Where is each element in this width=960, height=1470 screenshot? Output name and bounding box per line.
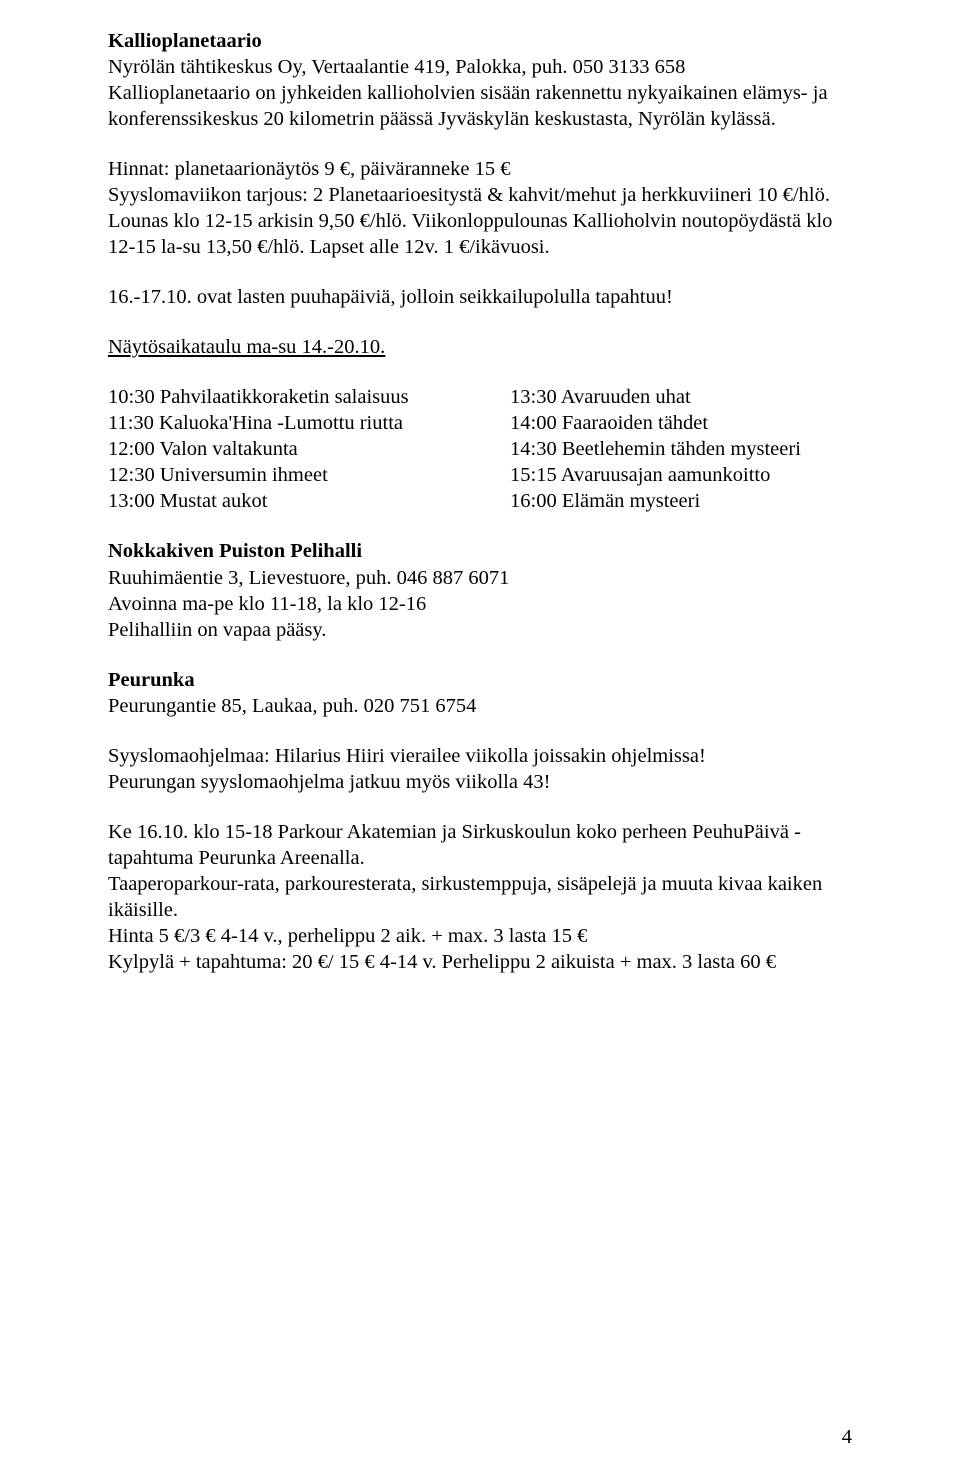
section-line: Ruuhimäentie 3, Lievestuore, puh. 046 88… bbox=[108, 567, 509, 589]
section-description: Kallioplanetaario on jyhkeiden kalliohol… bbox=[108, 82, 828, 130]
schedule-col-left: 10:30 Pahvilaatikkoraketin salaisuus 11:… bbox=[108, 384, 478, 514]
schedule-col-right: 13:30 Avaruuden uhat 14:00 Faaraoiden tä… bbox=[510, 384, 870, 514]
schedule-table: 10:30 Pahvilaatikkoraketin salaisuus 11:… bbox=[108, 384, 852, 514]
section-line: Syyslomaohjelmaa: Hilarius Hiiri vierail… bbox=[108, 745, 706, 767]
schedule-row: 13:00 Mustat aukot bbox=[108, 488, 478, 514]
schedule-row: 12:00 Valon valtakunta bbox=[108, 436, 478, 462]
section-nokkakivi: Nokkakiven Puiston Pelihalli Ruuhimäenti… bbox=[108, 538, 852, 642]
price-line: Hinnat: planetaarionäytös 9 €, päivärann… bbox=[108, 158, 510, 180]
note-line: 16.-17.10. ovat lasten puuhapäiviä, joll… bbox=[108, 284, 852, 310]
price-line: Lounas klo 12-15 arkisin 9,50 €/hlö. Vii… bbox=[108, 210, 832, 258]
schedule-row: 15:15 Avaruusajan aamunkoitto bbox=[510, 462, 870, 488]
peurunka-intro: Syyslomaohjelmaa: Hilarius Hiiri vierail… bbox=[108, 743, 852, 795]
section-line: Peurungan syyslomaohjelma jatkuu myös vi… bbox=[108, 771, 550, 793]
schedule-row: 11:30 Kaluoka'Hina -Lumottu riutta bbox=[108, 410, 478, 436]
section-line: Avoinna ma-pe klo 11-18, la klo 12-16 bbox=[108, 593, 426, 615]
section-kallioplanetaario: Kallioplanetaario Nyrölän tähtikeskus Oy… bbox=[108, 28, 852, 132]
section-title: Kallioplanetaario bbox=[108, 30, 262, 52]
section-line: Taaperoparkour-rata, parkouresterata, si… bbox=[108, 873, 822, 921]
schedule-row: 12:30 Universumin ihmeet bbox=[108, 462, 478, 488]
section-title: Nokkakiven Puiston Pelihalli bbox=[108, 540, 362, 562]
schedule-row: 10:30 Pahvilaatikkoraketin salaisuus bbox=[108, 384, 478, 410]
schedule-title: Näytösaikataulu ma-su 14.-20.10. bbox=[108, 334, 852, 360]
section-line: Ke 16.10. klo 15-18 Parkour Akatemian ja… bbox=[108, 821, 801, 869]
price-line: Syyslomaviikon tarjous: 2 Planetaarioesi… bbox=[108, 184, 830, 206]
section-peurunka-head: Peurunka Peurungantie 85, Laukaa, puh. 0… bbox=[108, 667, 852, 719]
section-line: Kylpylä + tapahtuma: 20 €/ 15 € 4-14 v. … bbox=[108, 951, 776, 973]
schedule-row: 14:00 Faaraoiden tähdet bbox=[510, 410, 870, 436]
section-title: Peurunka bbox=[108, 669, 195, 691]
section-address: Nyrölän tähtikeskus Oy, Vertaalantie 419… bbox=[108, 56, 685, 78]
schedule-row: 16:00 Elämän mysteeri bbox=[510, 488, 870, 514]
section-address: Peurungantie 85, Laukaa, puh. 020 751 67… bbox=[108, 695, 476, 717]
page-number: 4 bbox=[842, 1424, 852, 1450]
document-page: Kallioplanetaario Nyrölän tähtikeskus Oy… bbox=[0, 0, 960, 1470]
prices-block: Hinnat: planetaarionäytös 9 €, päivärann… bbox=[108, 156, 852, 260]
section-line: Pelihalliin on vapaa pääsy. bbox=[108, 619, 326, 641]
schedule-row: 14:30 Beetlehemin tähden mysteeri bbox=[510, 436, 870, 462]
schedule-row: 13:30 Avaruuden uhat bbox=[510, 384, 870, 410]
section-line: Hinta 5 €/3 € 4-14 v., perhelippu 2 aik.… bbox=[108, 925, 587, 947]
peurunka-event: Ke 16.10. klo 15-18 Parkour Akatemian ja… bbox=[108, 819, 852, 975]
